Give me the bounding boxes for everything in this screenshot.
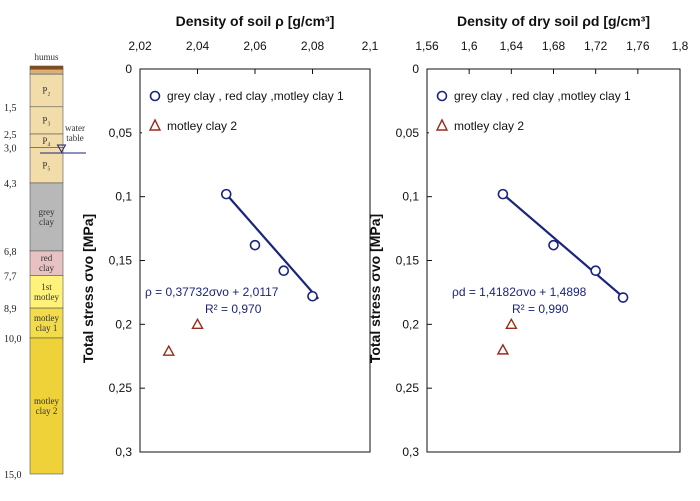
- y-tick-label: 0,1: [402, 190, 419, 204]
- legend-marker-triangle: [435, 118, 449, 131]
- data-point-triangle: [162, 344, 175, 356]
- data-point-circle: [307, 290, 318, 302]
- legend-marker-circle: [436, 90, 448, 102]
- x-tick-label: 2,08: [301, 39, 325, 53]
- soil-layer-label: clay: [39, 217, 54, 227]
- data-point-circle: [278, 265, 290, 277]
- depth-label: 1,5: [4, 103, 17, 114]
- x-tick-label: 1,68: [542, 39, 566, 53]
- y-tick-label: 0: [125, 62, 132, 76]
- soil-layer-label: clay 1: [36, 323, 58, 333]
- chart-density-dry-soil: Density of dry soil ρd [g/cm³] 1,56 1,6 1,6…: [367, 13, 689, 459]
- x-tick-label: 2,1: [362, 39, 379, 53]
- regression-equation: ρ = 0,37732σvo + 2,0117: [145, 285, 279, 299]
- depth-label: 2,5: [4, 130, 17, 141]
- water-table-icon: [56, 144, 67, 154]
- soil-layer-label: 1st: [41, 282, 52, 292]
- depth-label: 4,3: [4, 179, 17, 190]
- regression-line: [502, 193, 626, 300]
- soil-layer: [29, 73, 64, 108]
- data-point-triangle: [191, 317, 204, 330]
- soil-layer-label: motley: [34, 313, 59, 323]
- y-tick-label: 0,25: [396, 381, 420, 395]
- regression-line: [225, 193, 320, 300]
- soil-layer-label: red: [41, 253, 53, 263]
- y-tick-label: 0,3: [115, 445, 132, 459]
- soil-layer-label: P₃: [42, 115, 50, 125]
- column-top-label: humus: [34, 52, 59, 62]
- data-point-circle: [497, 188, 509, 200]
- soil-layer-label: P₄: [42, 136, 50, 146]
- depth-label: 8,9: [4, 304, 17, 315]
- data-point-triangle: [505, 317, 518, 330]
- y-axis-label: Total stress σvo [MPa]: [367, 214, 383, 363]
- y-tick-label: 0: [412, 62, 419, 76]
- soil-layer: [29, 337, 64, 475]
- legend-box: [142, 80, 366, 140]
- legend-label: motley clay 2: [167, 119, 237, 133]
- y-tick-label: 0,25: [109, 381, 133, 395]
- soil-layer-label: motley: [34, 396, 59, 406]
- depth-label: 7,7: [4, 271, 17, 282]
- x-tick-label: 1,6: [461, 39, 478, 53]
- soil-layer-label: motley: [34, 292, 59, 302]
- depth-label: 15,0: [4, 470, 22, 481]
- y-tick-label: 0,15: [396, 254, 420, 268]
- depth-label: 3,0: [4, 144, 17, 155]
- soil-layer: [29, 68, 64, 75]
- chart-title: Density of soil ρ [g/cm³]: [176, 13, 335, 29]
- legend-label: motley clay 2: [454, 119, 524, 133]
- y-tick-label: 0,05: [109, 126, 133, 140]
- water-table-label: table: [66, 133, 84, 143]
- x-tick-label: 1,56: [415, 39, 439, 53]
- y-axis-label: Total stress σvo [MPa]: [80, 214, 96, 363]
- soil-profile-column: humusP₂P₃P₄P₅greyclayredclay1stmotleymot…: [4, 52, 86, 481]
- data-point-circle: [548, 239, 559, 251]
- data-point-circle: [617, 292, 629, 303]
- r-squared-label: R² = 0,970: [205, 302, 262, 316]
- soil-layer-label: grey: [39, 207, 55, 217]
- soil-layer: [29, 106, 64, 135]
- x-tick-label: 1,8: [672, 39, 689, 53]
- soil-layer: [29, 65, 64, 70]
- soil-layer-label: P₅: [42, 160, 50, 170]
- soil-layer-label: P₂: [42, 85, 50, 95]
- depth-label: 6,8: [4, 247, 17, 258]
- y-tick-label: 0,2: [402, 317, 419, 331]
- data-point-triangle: [496, 343, 510, 355]
- x-tick-label: 2,04: [186, 39, 210, 53]
- soil-layer-label: clay 2: [36, 406, 58, 416]
- x-tick-label: 1,76: [626, 39, 650, 53]
- data-point-circle: [220, 188, 232, 200]
- data-point-circle: [249, 239, 261, 251]
- y-tick-label: 0,05: [396, 126, 420, 140]
- legend-marker-triangle: [148, 118, 162, 131]
- y-tick-label: 0,3: [402, 445, 419, 459]
- y-tick-label: 0,2: [115, 317, 132, 331]
- chart-density-soil: Density of soil ρ [g/cm³] 2,02 2,04 2,06 2,0…: [80, 13, 379, 459]
- y-tick-label: 0,1: [115, 190, 132, 204]
- x-tick-label: 2,02: [128, 39, 152, 53]
- r-squared-label: R² = 0,990: [512, 302, 569, 316]
- regression-equation: ρd = 1,4182σvo + 1,4898: [452, 285, 587, 299]
- soil-layer-label: clay: [39, 263, 54, 273]
- legend-label: grey clay , red clay ,motley clay 1: [454, 89, 631, 103]
- x-tick-label: 2,06: [243, 39, 267, 53]
- soil-layer: [29, 307, 64, 339]
- data-point-circle: [590, 265, 601, 277]
- chart-title: Density of dry soil ρd [g/cm³]: [457, 13, 650, 29]
- water-table-label: water: [65, 123, 85, 133]
- legend-marker-circle: [149, 90, 161, 102]
- legend-box: [429, 80, 676, 140]
- x-tick-label: 1,64: [500, 39, 524, 53]
- y-tick-label: 0,15: [109, 254, 133, 268]
- x-tick-label: 1,72: [584, 39, 608, 53]
- legend-label: grey clay , red clay ,motley clay 1: [167, 89, 344, 103]
- depth-label: 10,0: [4, 334, 22, 345]
